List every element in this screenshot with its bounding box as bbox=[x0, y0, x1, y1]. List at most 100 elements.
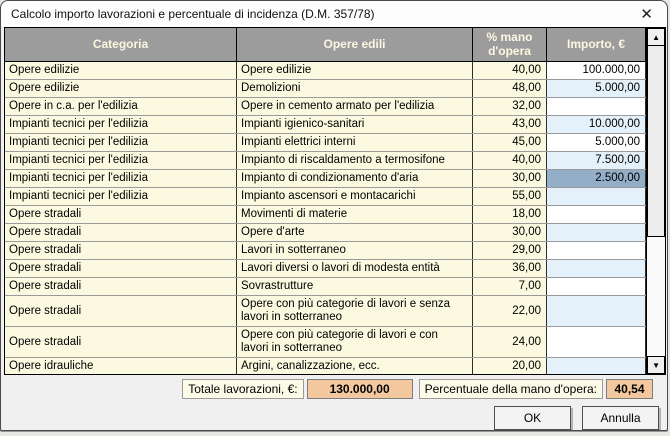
table-row[interactable]: Opere stradali Lavori diversi o lavori di… bbox=[5, 260, 647, 278]
table-row[interactable]: Impianti tecnici per l'edilizia Impianto … bbox=[5, 170, 647, 188]
categoria-cell: Impianti tecnici per l'edilizia bbox=[5, 152, 237, 169]
grid-body: Categoria Opere edili% mano d'opera Import… bbox=[5, 28, 647, 374]
perc-cell: 30,00 bbox=[473, 170, 547, 187]
table-row[interactable]: Opere stradali Opere con più categorie di… bbox=[5, 327, 647, 358]
table-row[interactable]: Impianti tecnici per l'edilizia Impianto … bbox=[5, 188, 647, 206]
vertical-scrollbar[interactable]: ▲ ▼ bbox=[646, 28, 665, 374]
categoria-cell: Opere edilizie bbox=[5, 62, 237, 79]
scrollbar-down-icon[interactable]: ▼ bbox=[647, 356, 665, 374]
column-header: % mano d'opera bbox=[473, 28, 547, 61]
title-bar: Calcolo importo lavorazioni e percentual… bbox=[1, 1, 667, 27]
importo-cell[interactable] bbox=[547, 188, 647, 205]
categoria-cell: Impianti tecnici per l'edilizia bbox=[5, 134, 237, 151]
perc-cell: 24,00 bbox=[473, 327, 547, 357]
opera-cell: Opere in cemento armato per l'edilizia bbox=[237, 98, 473, 115]
categoria-cell: Opere stradali bbox=[5, 278, 237, 295]
opera-cell: Argini, canalizzazione, ecc. bbox=[237, 358, 473, 374]
ok-button[interactable]: OK bbox=[494, 406, 571, 430]
scrollbar-up-icon[interactable]: ▲ bbox=[647, 28, 665, 46]
perc-cell: 22,00 bbox=[473, 296, 547, 326]
categoria-cell: Opere stradali bbox=[5, 260, 237, 277]
table-row[interactable]: Opere stradali Lavori in sotterraneo 29,00 bbox=[5, 242, 647, 260]
importo-cell[interactable] bbox=[547, 242, 647, 259]
perc-cell: 48,00 bbox=[473, 80, 547, 97]
categoria-cell: Impianti tecnici per l'edilizia bbox=[5, 116, 237, 133]
categoria-cell: Opere stradali bbox=[5, 206, 237, 223]
importo-cell[interactable]: 10.000,00 bbox=[547, 116, 647, 133]
perc-cell: 29,00 bbox=[473, 242, 547, 259]
opera-cell: Opere edilizie bbox=[237, 62, 473, 79]
opera-cell: Impianti elettrici interni bbox=[237, 134, 473, 151]
table-row[interactable]: Impianti tecnici per l'edilizia Impianti … bbox=[5, 134, 647, 152]
categoria-cell: Opere in c.a. per l'edilizia bbox=[5, 98, 237, 115]
importo-cell[interactable]: 2.500,00 bbox=[547, 170, 647, 187]
categoria-cell: Opere stradali bbox=[5, 327, 237, 357]
percentuale-mano-opera-label: Percentuale della mano d'opera: bbox=[418, 379, 603, 399]
importo-cell[interactable]: 5.000,00 bbox=[547, 80, 647, 97]
table-row[interactable]: Opere in c.a. per l'edilizia Opere in cem… bbox=[5, 98, 647, 116]
table-row[interactable]: Opere edilizie Opere edilizie 40,00 100.000… bbox=[5, 62, 647, 80]
importo-cell[interactable] bbox=[547, 358, 647, 374]
opera-cell: Lavori in sotterraneo bbox=[237, 242, 473, 259]
perc-cell: 45,00 bbox=[473, 134, 547, 151]
perc-cell: 43,00 bbox=[473, 116, 547, 133]
table-row[interactable]: Opere edilizie Demolizioni 48,00 5.000,00 bbox=[5, 80, 647, 98]
categoria-cell: Opere stradali bbox=[5, 296, 237, 326]
column-header: Importo, € bbox=[547, 28, 647, 61]
perc-cell: 18,00 bbox=[473, 206, 547, 223]
perc-cell: 40,00 bbox=[473, 152, 547, 169]
importo-cell[interactable] bbox=[547, 206, 647, 223]
column-header: Categoria bbox=[5, 28, 237, 61]
totale-lavorazioni-value: 130.000,00 bbox=[306, 379, 413, 399]
categoria-cell: Opere stradali bbox=[5, 242, 237, 259]
table-row[interactable]: Impianti tecnici per l'edilizia Impianti … bbox=[5, 116, 647, 134]
opera-cell: Opere con più categorie di lavori e con … bbox=[237, 327, 473, 357]
window-title: Calcolo importo lavorazioni e percentual… bbox=[11, 7, 375, 21]
close-icon[interactable]: ✕ bbox=[640, 5, 653, 23]
column-header: Opere edili bbox=[237, 28, 473, 61]
importo-cell[interactable] bbox=[547, 260, 647, 277]
perc-cell: 7,00 bbox=[473, 278, 547, 295]
lavorazioni-grid: Categoria Opere edili% mano d'opera Import… bbox=[4, 27, 666, 375]
opera-cell: Movimenti di materie bbox=[237, 206, 473, 223]
categoria-cell: Opere stradali bbox=[5, 224, 237, 241]
totals-row: Totale lavorazioni, €: 130.000,00 Percen… bbox=[4, 379, 653, 399]
perc-cell: 32,00 bbox=[473, 98, 547, 115]
table-row[interactable]: Opere stradali Sovrastrutture 7,00 bbox=[5, 278, 647, 296]
perc-cell: 40,00 bbox=[473, 62, 547, 79]
importo-cell[interactable] bbox=[547, 327, 647, 357]
table-row[interactable]: Opere stradali Opere con più categorie di… bbox=[5, 296, 647, 327]
categoria-cell: Impianti tecnici per l'edilizia bbox=[5, 170, 237, 187]
categoria-cell: Opere idrauliche bbox=[5, 358, 237, 374]
categoria-cell: Impianti tecnici per l'edilizia bbox=[5, 188, 237, 205]
opera-cell: Demolizioni bbox=[237, 80, 473, 97]
grid-header-row: Categoria Opere edili% mano d'opera Import… bbox=[5, 28, 647, 62]
table-row[interactable]: Opere idrauliche Argini, canalizzazione, … bbox=[5, 358, 647, 374]
perc-cell: 55,00 bbox=[473, 188, 547, 205]
perc-cell: 20,00 bbox=[473, 358, 547, 374]
importo-cell[interactable]: 5.000,00 bbox=[547, 134, 647, 151]
importo-cell[interactable] bbox=[547, 278, 647, 295]
importo-cell[interactable]: 7.500,00 bbox=[547, 152, 647, 169]
perc-cell: 36,00 bbox=[473, 260, 547, 277]
importo-cell[interactable] bbox=[547, 98, 647, 115]
opera-cell: Impianto di condizionamento d'aria bbox=[237, 170, 473, 187]
dialog-content: Categoria Opere edili% mano d'opera Import… bbox=[1, 27, 667, 430]
perc-cell: 30,00 bbox=[473, 224, 547, 241]
scrollbar-thumb[interactable] bbox=[647, 45, 665, 237]
table-row[interactable]: Opere stradali Movimenti di materie 18,00 bbox=[5, 206, 647, 224]
importo-cell[interactable] bbox=[547, 224, 647, 241]
categoria-cell: Opere edilizie bbox=[5, 80, 237, 97]
opera-cell: Impianto di riscaldamento a termosifone bbox=[237, 152, 473, 169]
grid-rows: Opere edilizie Opere edilizie 40,00 100.000… bbox=[5, 62, 647, 374]
table-row[interactable]: Opere stradali Opere d'arte 30,00 bbox=[5, 224, 647, 242]
opera-cell: Lavori diversi o lavori di modesta entit… bbox=[237, 260, 473, 277]
opera-cell: Impianto ascensori e montacarichi bbox=[237, 188, 473, 205]
opera-cell: Opere con più categorie di lavori e senz… bbox=[237, 296, 473, 326]
importo-cell[interactable]: 100.000,00 bbox=[547, 62, 647, 79]
annulla-button[interactable]: Annulla bbox=[582, 406, 659, 430]
importo-cell[interactable] bbox=[547, 296, 647, 326]
table-row[interactable]: Impianti tecnici per l'edilizia Impianto … bbox=[5, 152, 647, 170]
scrollbar-track[interactable] bbox=[647, 45, 665, 356]
